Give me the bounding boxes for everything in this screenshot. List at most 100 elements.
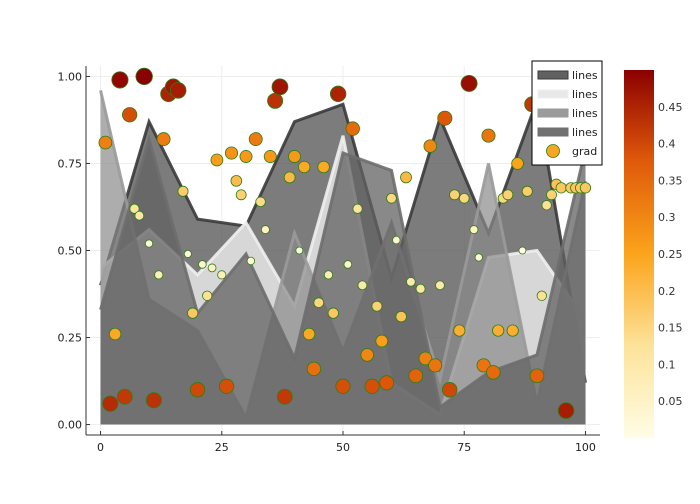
legend-label: lines	[572, 69, 598, 82]
scatter-point	[145, 392, 162, 409]
scatter-point	[386, 192, 397, 204]
colorbar-tick-label: 0.1	[658, 358, 676, 371]
scatter-point	[441, 382, 458, 398]
x-tick-label: 100	[575, 441, 596, 454]
scatter-point	[492, 324, 505, 337]
scatter-point	[343, 260, 353, 269]
scatter-point	[189, 382, 206, 398]
scatter-point	[207, 263, 217, 273]
scatter-point	[102, 395, 119, 412]
scatter-point	[288, 150, 301, 163]
series-layer	[99, 90, 587, 425]
scatter-point	[371, 300, 383, 312]
scatter-point	[298, 160, 311, 174]
scatter-point	[557, 402, 575, 419]
legend-label: lines	[572, 88, 598, 101]
legend-label: grad	[572, 145, 597, 158]
legend-label: lines	[572, 126, 598, 139]
scatter-point	[486, 365, 501, 380]
scatter-point	[271, 78, 289, 96]
series-area-3	[100, 90, 586, 425]
scatter-point	[202, 290, 213, 301]
scatter-point	[154, 270, 164, 280]
scatter-point	[449, 189, 460, 201]
scatter-point	[392, 235, 401, 245]
scatter-point	[129, 203, 140, 214]
x-tick-label: 50	[336, 441, 350, 454]
scatter-point	[134, 210, 145, 221]
scatter-point	[224, 146, 239, 160]
scatter-point	[246, 256, 256, 266]
legend-swatch	[537, 89, 569, 99]
scatter-point	[400, 171, 412, 184]
y-tick-label: 0.75	[58, 157, 83, 170]
scatter-point	[375, 334, 389, 348]
scatter-point	[428, 358, 443, 373]
scatter-point	[352, 203, 363, 214]
scatter-point	[156, 132, 171, 147]
colorbar-gradient	[624, 70, 654, 438]
scatter-point	[108, 327, 122, 341]
scatter-point	[306, 361, 322, 376]
scatter-point	[511, 157, 524, 170]
scatter-point	[529, 368, 545, 384]
scatter-point	[423, 139, 438, 153]
y-tick-label: 0.25	[58, 332, 83, 345]
y-tick-label: 0.50	[58, 245, 83, 258]
scatter-point	[235, 189, 247, 201]
scatter-point	[345, 121, 360, 136]
scatter-point	[476, 358, 491, 373]
scatter-point	[263, 150, 277, 163]
scatter-point	[239, 150, 253, 163]
scatter-point	[335, 378, 351, 394]
scatter-point	[183, 249, 192, 258]
scatter-point	[187, 307, 199, 319]
scatter-point	[313, 297, 325, 309]
scatter-point	[295, 246, 304, 255]
colorbar-tick-label: 0.3	[658, 211, 676, 224]
scatter-point	[198, 260, 207, 269]
scatter-point	[437, 110, 453, 126]
legend-swatch	[537, 108, 569, 118]
scatter-point	[283, 171, 296, 184]
scatter-layer	[98, 67, 592, 419]
scatter-point	[415, 283, 426, 294]
scatter-point	[276, 388, 293, 405]
colorbar-tick-label: 0.2	[658, 285, 676, 298]
scatter-point	[210, 153, 224, 167]
scatter-point	[122, 107, 138, 123]
axes: 0 25 50 75 100 0.00 0.25 0.50 0.75 1.00	[58, 66, 600, 454]
scatter-point	[98, 135, 113, 150]
scatter-point	[267, 92, 284, 109]
colorbar: 0.05 0.1 0.15 0.2 0.25 0.3 0.35 0.4 0.45	[624, 70, 683, 438]
scatter-point	[474, 253, 483, 262]
legend-label: lines	[572, 107, 598, 120]
legend-swatch	[537, 70, 569, 80]
legend: lines lines lines lines grad	[531, 60, 603, 166]
colorbar-tick-label: 0.45	[658, 101, 683, 114]
scatter-point	[395, 310, 407, 323]
scatter-point	[248, 132, 263, 147]
colorbar-tick-label: 0.15	[658, 322, 683, 335]
scatter-point	[379, 375, 395, 391]
scatter-point	[518, 246, 527, 255]
scatter-point	[116, 388, 133, 405]
scatter-point	[506, 324, 519, 337]
scatter-point	[144, 239, 154, 248]
colorbar-tick-label: 0.25	[658, 248, 683, 261]
scatter-point	[327, 307, 339, 319]
scatter-point	[406, 277, 416, 287]
scatter-point	[469, 225, 479, 235]
scatter-point	[135, 67, 153, 86]
scatter-point	[364, 378, 380, 394]
scatter-point	[219, 378, 235, 394]
scatter-point	[177, 185, 189, 197]
scatter-point	[418, 351, 433, 366]
scatter-point	[260, 225, 270, 235]
scatter-point	[111, 71, 129, 89]
series-area-4	[100, 139, 586, 425]
series-line-4	[99, 133, 587, 410]
scatter-point	[460, 74, 478, 92]
